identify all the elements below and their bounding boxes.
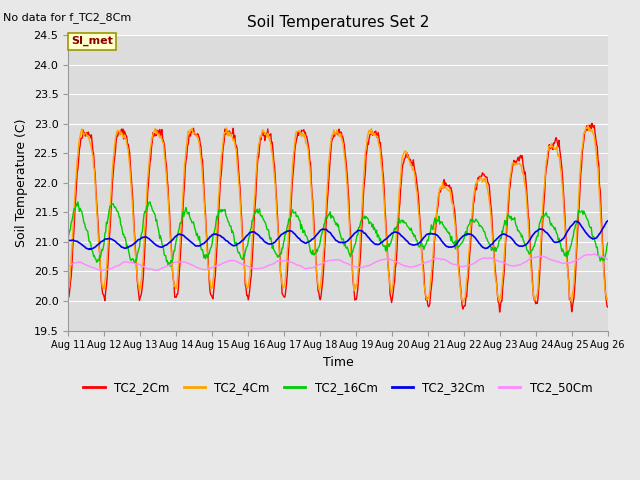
TC2_32Cm: [74, 239, 82, 245]
TC2_4Cm: [404, 152, 412, 158]
TC2_4Cm: [184, 128, 192, 134]
TC2_16Cm: [166, 264, 174, 269]
TC2_2Cm: [184, 142, 192, 147]
Y-axis label: Soil Temperature (C): Soil Temperature (C): [15, 119, 28, 247]
TC2_2Cm: [64, 294, 72, 300]
TC2_16Cm: [604, 240, 612, 246]
TC2_50Cm: [604, 256, 612, 262]
TC2_50Cm: [214, 263, 221, 268]
TC2_16Cm: [420, 243, 428, 249]
TC2_2Cm: [404, 155, 412, 160]
TC2_4Cm: [64, 285, 72, 290]
Legend: TC2_2Cm, TC2_4Cm, TC2_16Cm, TC2_32Cm, TC2_50Cm: TC2_2Cm, TC2_4Cm, TC2_16Cm, TC2_32Cm, TC…: [79, 376, 597, 398]
TC2_16Cm: [405, 225, 413, 231]
TC2_2Cm: [74, 166, 82, 171]
X-axis label: Time: Time: [323, 356, 353, 369]
TC2_2Cm: [496, 309, 504, 315]
Text: No data for f_TC2_8Cm: No data for f_TC2_8Cm: [3, 12, 131, 23]
TC2_4Cm: [213, 229, 221, 235]
TC2_50Cm: [64, 263, 72, 269]
TC2_32Cm: [131, 240, 138, 246]
TC2_16Cm: [74, 199, 82, 205]
TC2_2Cm: [130, 210, 138, 216]
TC2_2Cm: [213, 247, 221, 252]
TC2_32Cm: [214, 232, 221, 238]
Title: Soil Temperatures Set 2: Soil Temperatures Set 2: [247, 15, 429, 30]
TC2_2Cm: [419, 261, 427, 267]
TC2_32Cm: [185, 238, 193, 243]
TC2_4Cm: [130, 220, 138, 226]
Line: TC2_50Cm: TC2_50Cm: [68, 254, 608, 270]
TC2_4Cm: [604, 296, 612, 301]
TC2_50Cm: [404, 264, 412, 269]
TC2_4Cm: [74, 152, 82, 158]
Text: SI_met: SI_met: [71, 36, 113, 47]
TC2_16Cm: [214, 212, 222, 217]
TC2_50Cm: [185, 261, 193, 266]
TC2_50Cm: [420, 260, 428, 266]
TC2_32Cm: [85, 247, 93, 252]
TC2_32Cm: [420, 235, 428, 240]
TC2_2Cm: [588, 120, 596, 126]
TC2_16Cm: [186, 215, 193, 220]
TC2_50Cm: [131, 261, 138, 266]
TC2_4Cm: [460, 299, 467, 305]
Line: TC2_4Cm: TC2_4Cm: [68, 126, 608, 302]
TC2_50Cm: [98, 267, 106, 273]
TC2_50Cm: [589, 251, 597, 257]
TC2_50Cm: [74, 259, 82, 265]
TC2_32Cm: [604, 218, 612, 224]
Line: TC2_16Cm: TC2_16Cm: [68, 202, 608, 266]
TC2_16Cm: [130, 257, 138, 263]
Line: TC2_2Cm: TC2_2Cm: [68, 123, 608, 312]
TC2_32Cm: [64, 238, 72, 243]
TC2_4Cm: [419, 269, 427, 275]
TC2_32Cm: [404, 240, 412, 245]
TC2_16Cm: [146, 199, 154, 204]
Line: TC2_32Cm: TC2_32Cm: [68, 221, 608, 250]
TC2_4Cm: [584, 123, 592, 129]
TC2_16Cm: [64, 235, 72, 241]
TC2_2Cm: [604, 304, 612, 310]
